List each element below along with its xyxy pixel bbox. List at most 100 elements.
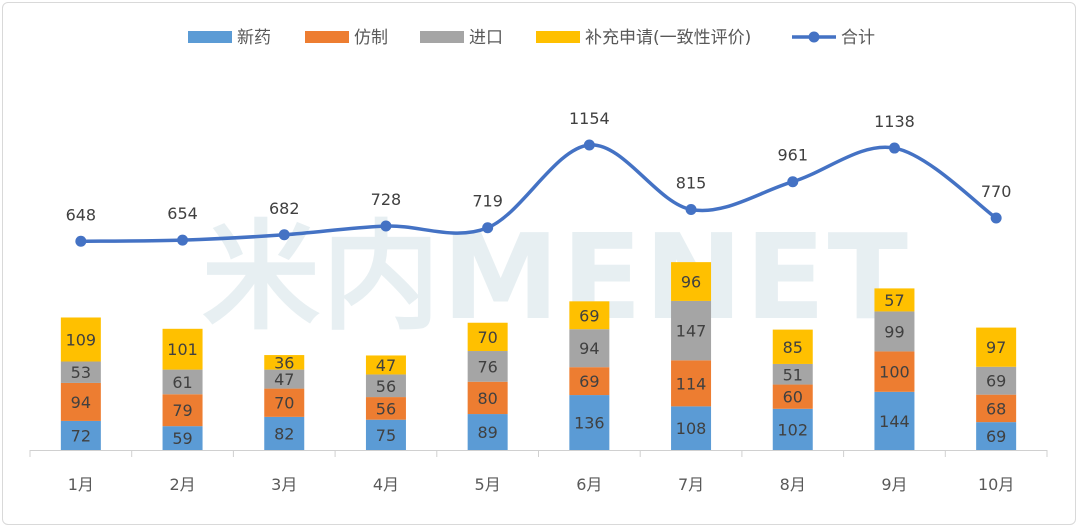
bar-segment xyxy=(467,322,508,352)
total-value-label: 719 xyxy=(472,192,503,211)
bar-segment xyxy=(671,406,712,450)
total-point xyxy=(888,142,900,154)
bar-segment xyxy=(264,416,305,450)
bar-segment xyxy=(569,367,610,396)
bar-segment xyxy=(772,329,813,364)
bar-value-label: 53 xyxy=(71,363,91,382)
bar-value-label: 69 xyxy=(986,372,1006,391)
legend-label: 仿制 xyxy=(354,28,388,48)
bar-value-label: 101 xyxy=(167,340,198,359)
x-tick-label: 5月 xyxy=(475,475,501,494)
bar-segment xyxy=(671,360,712,407)
bar-segment xyxy=(772,408,813,450)
bar-segment xyxy=(467,414,508,450)
legend-label: 合计 xyxy=(841,28,875,48)
total-point xyxy=(787,176,799,188)
bar-segment xyxy=(671,300,712,361)
bar-segment xyxy=(162,394,203,427)
bar-value-label: 147 xyxy=(676,322,707,341)
bar-segment xyxy=(976,366,1017,395)
legend-swatch xyxy=(536,31,580,43)
total-value-label: 1138 xyxy=(874,112,915,131)
bar-segment xyxy=(60,317,101,362)
x-tick-label: 9月 xyxy=(881,475,907,494)
bar-value-label: 60 xyxy=(783,388,803,407)
bar-segment xyxy=(569,395,610,450)
bar-segment xyxy=(162,369,203,395)
x-tick-label: 4月 xyxy=(373,475,399,494)
total-point xyxy=(380,220,392,232)
bar-segment xyxy=(264,388,305,417)
bar-value-label: 94 xyxy=(579,339,599,358)
bar-value-label: 36 xyxy=(274,353,294,372)
x-tick-label: 8月 xyxy=(780,475,806,494)
legend-swatch xyxy=(305,31,349,43)
bar-segment xyxy=(60,361,101,383)
bar-value-label: 100 xyxy=(879,363,910,382)
bar-segment xyxy=(264,355,305,370)
total-value-label: 682 xyxy=(269,199,300,218)
bar-value-label: 96 xyxy=(681,273,701,292)
bar-segment xyxy=(365,355,406,375)
bar-value-label: 80 xyxy=(477,389,497,408)
bar-value-label: 70 xyxy=(477,328,497,347)
total-point xyxy=(482,222,494,234)
legend-label: 新药 xyxy=(237,28,271,48)
total-point xyxy=(583,139,595,151)
bar-segment xyxy=(874,391,915,450)
bar-segment xyxy=(60,382,101,421)
bar-value-label: 59 xyxy=(172,429,192,448)
bar-segment xyxy=(976,422,1017,450)
bar-value-label: 72 xyxy=(71,426,91,445)
bar-value-label: 69 xyxy=(986,427,1006,446)
menet-watermark: 米内MENET xyxy=(202,208,910,346)
bar-value-label: 109 xyxy=(66,331,97,350)
bar-value-label: 82 xyxy=(274,424,294,443)
bar-value-label: 79 xyxy=(172,401,192,420)
bar-segment xyxy=(772,363,813,385)
total-value-label: 815 xyxy=(676,173,707,192)
bar-value-label: 89 xyxy=(477,423,497,442)
total-point xyxy=(990,212,1002,224)
bar-segment xyxy=(162,426,203,450)
bar-value-label: 69 xyxy=(579,306,599,325)
bar-value-label: 75 xyxy=(376,426,396,445)
bar-segment xyxy=(569,301,610,330)
x-tick-label: 6月 xyxy=(576,475,602,494)
total-line xyxy=(79,143,998,243)
x-tick-label: 1月 xyxy=(68,475,94,494)
total-value-label: 654 xyxy=(167,204,198,223)
bar-value-label: 102 xyxy=(777,420,808,439)
bar-segment xyxy=(569,329,610,368)
bar-value-label: 51 xyxy=(783,365,803,384)
bar-value-label: 56 xyxy=(376,399,396,418)
bar-segment xyxy=(976,394,1017,423)
total-value-label: 1154 xyxy=(569,109,610,128)
bar-value-label: 47 xyxy=(274,370,294,389)
total-value-label: 648 xyxy=(66,205,97,224)
bar-segment xyxy=(365,374,406,398)
total-value-label: 961 xyxy=(777,146,808,165)
bar-segment xyxy=(772,384,813,409)
x-tick-label: 7月 xyxy=(678,475,704,494)
total-value-label: 770 xyxy=(981,182,1012,201)
legend-swatch xyxy=(420,31,464,43)
bar-segment xyxy=(365,397,406,420)
legend-label: 补充申请(一致性评价) xyxy=(585,28,751,48)
bar-segment xyxy=(976,327,1017,367)
legend-label: 进口 xyxy=(469,28,503,48)
bar-segment xyxy=(162,328,203,370)
bar-segment xyxy=(467,351,508,382)
total-point xyxy=(685,203,697,215)
bar-segment xyxy=(60,420,101,450)
x-tick-label: 2月 xyxy=(169,475,195,494)
bar-segment xyxy=(874,288,915,312)
bar-value-label: 114 xyxy=(676,374,707,393)
legend-line-marker xyxy=(808,31,820,43)
bar-value-label: 136 xyxy=(574,414,605,433)
bar-value-label: 68 xyxy=(986,399,1006,418)
bar-value-label: 56 xyxy=(376,377,396,396)
bar-value-label: 144 xyxy=(879,412,910,431)
bar-segment xyxy=(874,311,915,352)
bar-value-label: 99 xyxy=(884,322,904,341)
